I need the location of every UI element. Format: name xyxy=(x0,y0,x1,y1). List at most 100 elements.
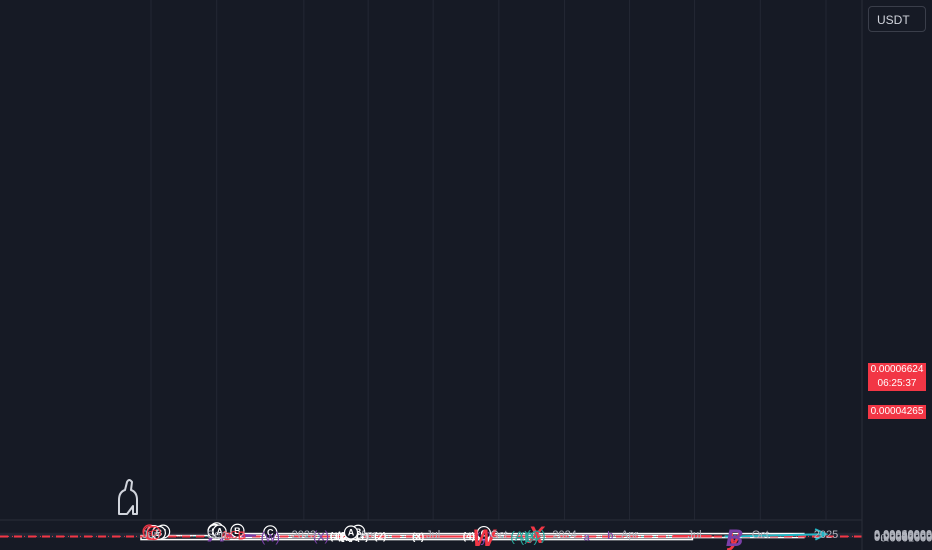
wave-label: (x) xyxy=(313,527,329,543)
wave-label: W xyxy=(473,525,498,550)
candle-body xyxy=(377,536,379,538)
candle-body xyxy=(289,535,291,537)
y-tick-label: 0.00050000 xyxy=(874,529,932,541)
x-tick-label: Sep xyxy=(207,529,227,541)
wave-label-text: C xyxy=(267,528,274,538)
wave-label-text: y xyxy=(727,525,743,550)
candle-body xyxy=(498,536,500,538)
currency-selector-button[interactable]: USDT xyxy=(868,6,926,32)
wave-label-text: B xyxy=(355,527,362,537)
wave-label: A xyxy=(212,524,227,539)
wave-label: B xyxy=(230,523,245,538)
drawings xyxy=(0,528,862,541)
candle-body xyxy=(669,536,671,538)
wave-label: (2) xyxy=(337,531,349,542)
tradingview-logo xyxy=(118,479,138,515)
candle-body xyxy=(581,536,583,537)
wave-label: B xyxy=(224,531,231,543)
wave-label-text: a xyxy=(148,528,154,538)
wave-label: B xyxy=(151,525,166,540)
wave-label: E xyxy=(238,530,245,542)
x-tick-label: Jun xyxy=(142,529,160,541)
candle-body xyxy=(713,536,715,538)
candle-body xyxy=(545,535,547,537)
candle-body xyxy=(511,536,513,538)
candle-body xyxy=(529,535,531,537)
candle-body xyxy=(625,535,627,537)
candle-body xyxy=(516,536,518,538)
wave-label: D xyxy=(238,531,246,543)
candle-body xyxy=(569,536,571,537)
candle-body xyxy=(513,536,515,538)
wave-label-text: X xyxy=(526,522,546,549)
wave-label-text: (w) xyxy=(261,528,280,544)
y-tick-label: 0.00010000 xyxy=(874,531,932,543)
wave-label-text: a xyxy=(584,531,591,543)
wave-label-text: W xyxy=(473,525,498,550)
x-tick-label: 2023 xyxy=(292,529,316,541)
wave-label-text: A xyxy=(221,530,229,542)
candle-body xyxy=(321,535,323,537)
candle-body xyxy=(613,535,615,537)
wave-label-text: B xyxy=(234,526,241,536)
wave-label: X xyxy=(526,522,546,549)
candle-body xyxy=(530,535,532,537)
wave-label: (3) xyxy=(412,532,424,543)
wave-label-text: C xyxy=(151,528,158,538)
candle-body xyxy=(586,536,588,537)
candle-body xyxy=(500,536,502,538)
candle-body xyxy=(610,535,612,537)
wave-label-text: (A) xyxy=(510,528,529,544)
candle-body xyxy=(626,535,628,537)
support-price-tag: 0.00004265 xyxy=(868,405,926,419)
candle-body xyxy=(657,536,659,538)
wave-label: A xyxy=(343,525,359,540)
x-tick-label: Oct xyxy=(752,529,769,541)
wave-label: (1) xyxy=(330,532,342,543)
y-tick-label: 0.00030000 xyxy=(874,530,932,542)
wave-label-text: (2) xyxy=(337,531,349,542)
wave-label: (w) xyxy=(261,528,280,544)
candle-body xyxy=(417,536,419,538)
wave-label-text: B xyxy=(156,528,163,538)
wave-label: (2) xyxy=(374,531,386,542)
wave-label: y xyxy=(727,525,743,550)
candle-body xyxy=(413,536,415,538)
candle-body xyxy=(525,536,527,538)
candle-body xyxy=(501,536,503,538)
candle-body xyxy=(474,536,476,538)
x-tick-label: Oct xyxy=(490,529,507,541)
candle-body xyxy=(401,536,403,537)
y-tick-label: 0.00000000 xyxy=(874,532,932,544)
wave-label: (1) xyxy=(356,532,368,543)
candle-body xyxy=(653,536,655,538)
candle-body xyxy=(637,536,639,537)
wave-label-text: (1) xyxy=(330,532,342,543)
wave-label-ring xyxy=(343,525,359,540)
wave-label-ring xyxy=(263,525,278,540)
wave-label: B xyxy=(726,525,743,550)
wave-label-text: c xyxy=(732,532,738,544)
candle-body xyxy=(178,536,180,538)
wave-label-text: E xyxy=(238,530,245,542)
y-tick-label: 0.00060000 xyxy=(874,528,932,540)
wave-label-text: (3) xyxy=(412,532,424,543)
candle-body xyxy=(543,535,545,537)
wave-label: (B) xyxy=(520,529,539,545)
candle-body xyxy=(722,536,724,538)
candle-body xyxy=(333,535,335,537)
middle-zone xyxy=(140,534,694,541)
wave-label-text: A xyxy=(216,527,223,537)
wave-label: a xyxy=(584,531,591,543)
candle-body xyxy=(612,535,614,537)
candle-body xyxy=(389,536,391,537)
candle-body xyxy=(597,536,599,537)
wave-label-text: (1) xyxy=(356,532,368,543)
projection-path xyxy=(724,533,827,538)
candle-body xyxy=(570,536,572,537)
wave-label-ring xyxy=(151,525,166,540)
wave-label-ring xyxy=(146,525,161,541)
projection-arrowhead xyxy=(814,528,829,541)
